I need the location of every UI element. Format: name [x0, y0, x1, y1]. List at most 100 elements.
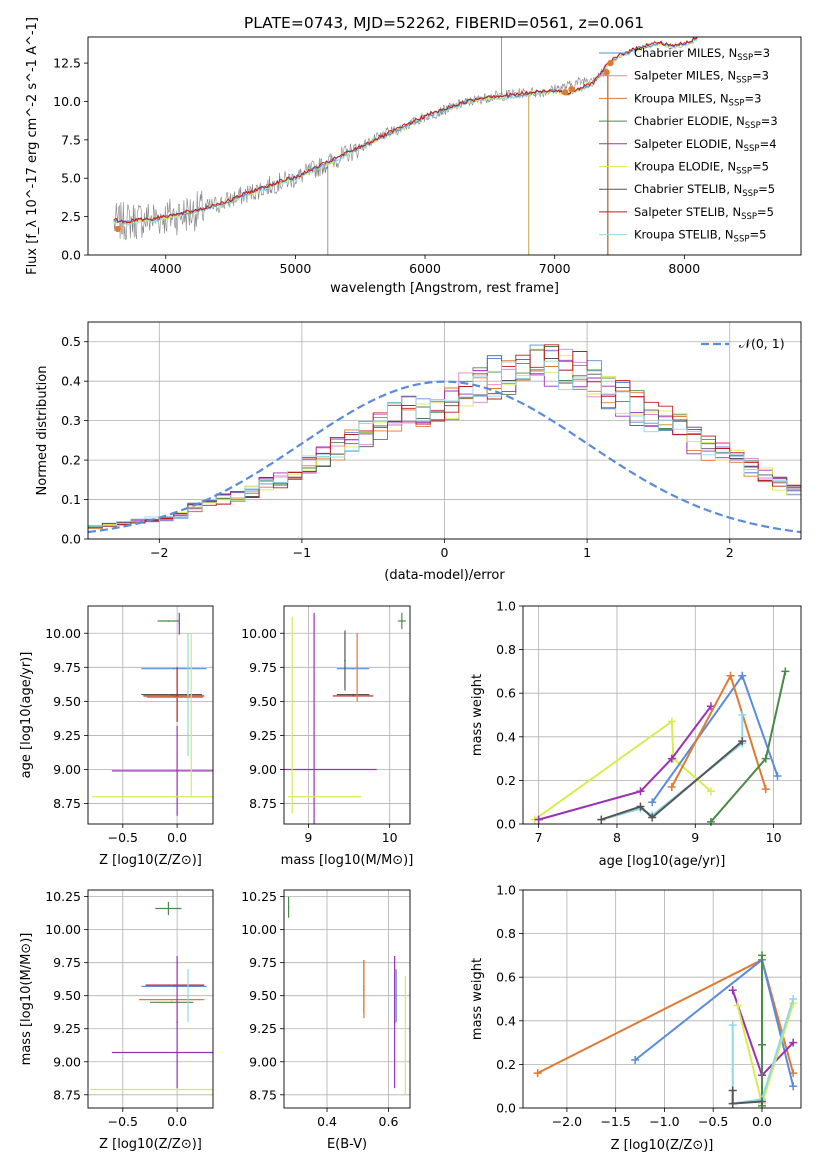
- x-tick-label: −1: [293, 545, 311, 560]
- series-line: [670, 673, 767, 790]
- data-point: [187, 693, 189, 696]
- data-point: [154, 1088, 157, 1091]
- data-point: [170, 693, 173, 696]
- legend-label: Chabrier MILES, NSSP=3: [634, 46, 770, 63]
- series-marker: [648, 813, 657, 822]
- legend-label-text: Kroupa STELIB, N: [634, 228, 734, 242]
- x-tick-label: 9: [304, 830, 312, 845]
- series-line: [534, 719, 712, 821]
- data-point: [174, 696, 176, 699]
- data-point: [404, 1034, 407, 1037]
- series-marker: [667, 717, 676, 726]
- legend-label: Kroupa MILES, NSSP=3: [634, 91, 761, 108]
- y-tick-label: 9.00: [249, 1054, 277, 1069]
- legend-label-sub: SSP: [742, 189, 758, 199]
- legend-label-sub: SSP: [736, 167, 752, 177]
- axes-frame: [87, 36, 802, 256]
- data-point: [176, 1051, 178, 1054]
- y-tick-label: 7.5: [61, 132, 81, 147]
- x-tick-label: 8000: [668, 261, 700, 276]
- y-axis-label: Flux [f_λ 10^-17 erg cm^-2 s^-1 A^-1]: [25, 17, 40, 275]
- y-tick-label: 12.5: [53, 56, 81, 71]
- x-tick-label: 7: [535, 830, 543, 845]
- series-marker: [636, 802, 645, 811]
- y-tick-label: 0.2: [496, 1057, 516, 1072]
- spectrum-model-line: [113, 37, 698, 224]
- series-line: [651, 673, 779, 803]
- series-marker: [757, 1097, 766, 1106]
- data-point: [176, 693, 178, 696]
- legend-label-tail: =5: [752, 160, 769, 174]
- y-tick-label: 0.2: [61, 453, 81, 468]
- series-marker: [636, 787, 645, 796]
- y-tick-label: 8.75: [249, 1087, 277, 1102]
- legend-label: Kroupa STELIB, NSSP=5: [634, 228, 766, 245]
- histogram-step: [88, 360, 801, 539]
- legend-label-tail: =4: [760, 137, 777, 151]
- y-tick-label: 9.75: [53, 955, 81, 970]
- data-point: [176, 1021, 178, 1023]
- x-tick-label: 10: [766, 830, 782, 845]
- data-point: [176, 770, 178, 772]
- data-point: [170, 998, 173, 1001]
- legend-label: Salpeter STELIB, NSSP=5: [634, 205, 774, 222]
- y-tick-label: 9.25: [249, 1021, 277, 1036]
- legend-label: Chabrier ELODIE, NSSP=3: [634, 114, 778, 131]
- y-tick-label: 9.50: [249, 694, 277, 709]
- legend-label: 𝒩(0, 1): [739, 336, 785, 351]
- y-tick-label: 0.2: [496, 773, 516, 788]
- axes-frame: [283, 605, 411, 825]
- data-point: [393, 1021, 396, 1023]
- y-tick-label: 10.00: [241, 922, 277, 937]
- series-marker: [728, 986, 737, 995]
- y-tick-label: 0.1: [61, 492, 81, 507]
- legend-label-tail: =3: [744, 91, 761, 105]
- x-tick-label: −0.5: [108, 1114, 138, 1129]
- y-axis-label: mass weight: [470, 958, 485, 1040]
- y-tick-label: 10.00: [241, 626, 277, 641]
- legend-label-tail: =5: [757, 205, 774, 219]
- y-tick-label: 0.6: [496, 686, 516, 701]
- data-point: [291, 714, 293, 716]
- series-marker: [667, 754, 676, 763]
- data-point: [401, 620, 403, 622]
- legend-label-tail: =5: [758, 182, 775, 196]
- legend-label-tail: =3: [752, 69, 769, 83]
- series-marker: [726, 671, 735, 680]
- legend-label-text: Kroupa ELODIE, N: [634, 160, 736, 174]
- x-tick-label: −2: [150, 545, 168, 560]
- series-marker: [789, 995, 798, 1003]
- data-point: [313, 768, 315, 771]
- series-marker: [738, 711, 747, 719]
- y-tick-label: 0.4: [496, 729, 516, 744]
- series-marker: [761, 754, 770, 763]
- y-tick-label: 10.0: [53, 94, 81, 109]
- y-tick-label: 2.5: [61, 209, 81, 224]
- legend-label-text: Kroupa MILES, N: [634, 91, 729, 105]
- data-point: [356, 666, 358, 669]
- x-axis-label: Z [log10(Z/Z⊙)]: [99, 853, 202, 868]
- y-axis-label: mass [log10(M/M⊙)]: [19, 933, 34, 1066]
- series-marker: [757, 1040, 766, 1049]
- data-point: [167, 907, 170, 910]
- x-axis-label: Z [log10(Z/Z⊙)]: [99, 1137, 202, 1152]
- x-axis-label: (data-model)/error: [384, 568, 505, 583]
- series-marker: [667, 782, 676, 791]
- legend-label-sub: SSP: [744, 144, 760, 154]
- legend-label-text: Chabrier MILES, N: [634, 46, 737, 60]
- y-tick-label: 9.50: [249, 988, 277, 1003]
- y-axis-label: age [log10(age/yr)]: [19, 652, 34, 779]
- legend-label-sub: SSP: [741, 212, 757, 222]
- x-tick-label: 0.0: [167, 830, 187, 845]
- y-tick-label: 9.50: [53, 694, 81, 709]
- y-tick-label: 9.50: [53, 988, 81, 1003]
- legend-label: Salpeter MILES, NSSP=3: [634, 69, 769, 86]
- y-tick-label: 0.8: [496, 926, 516, 941]
- x-tick-label: 1: [583, 545, 591, 560]
- data-point: [170, 1001, 173, 1004]
- data-point: [173, 985, 175, 988]
- chart-title: PLATE=0743, MJD=52262, FIBERID=0561, z=0…: [244, 14, 644, 32]
- spectrum-model-line: [113, 37, 698, 224]
- legend-label-text: Chabrier STELIB, N: [634, 182, 742, 196]
- series-line: [731, 998, 795, 1105]
